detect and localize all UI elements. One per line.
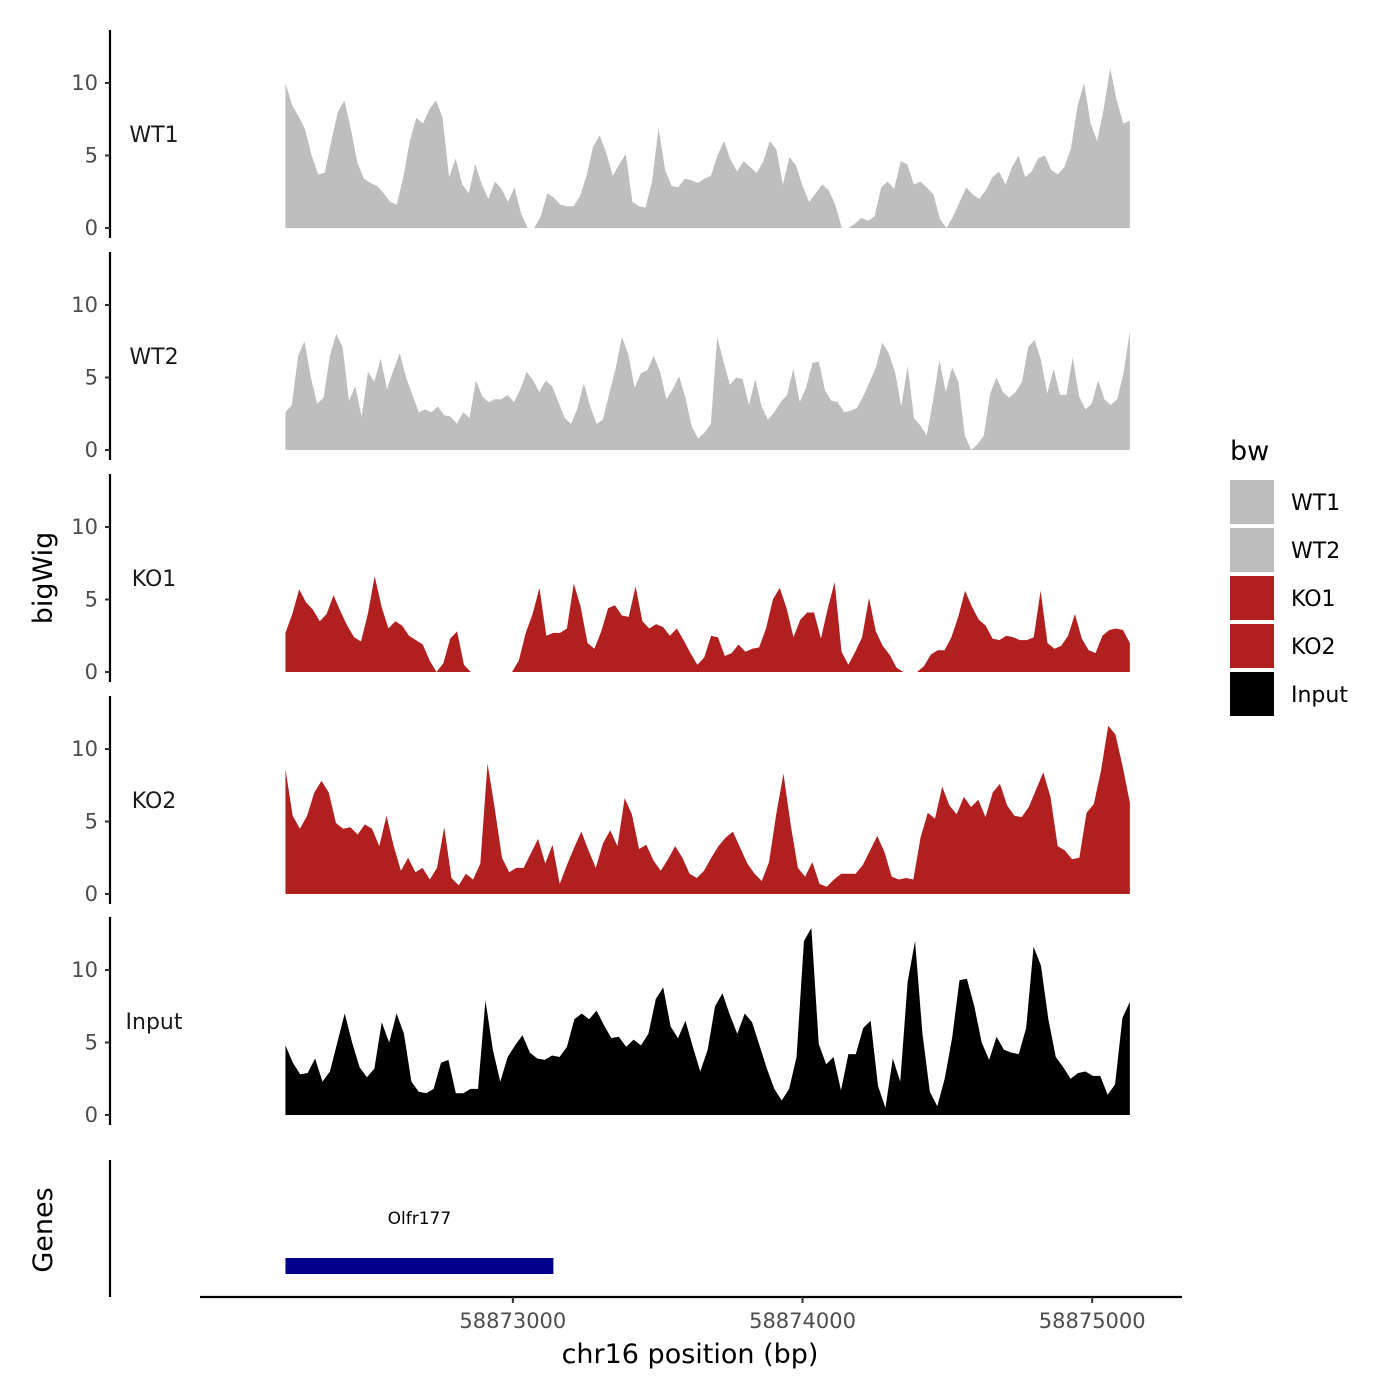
legend-label: KO1	[1291, 587, 1336, 612]
y-tick-label: 5	[85, 1031, 98, 1055]
legend-swatch	[1230, 480, 1274, 524]
y-tick-label: 0	[85, 660, 98, 684]
y-tick-label: 10	[71, 737, 98, 761]
y-tick-label: 5	[85, 366, 98, 390]
y-axis-title: bigWig	[28, 532, 59, 625]
legend-item-wt2: WT2	[1230, 528, 1340, 572]
legend-item-wt1: WT1	[1230, 480, 1340, 524]
y-tick-label: 10	[71, 958, 98, 982]
y-tick-label: 5	[85, 588, 98, 612]
track-label-ko2: KO2	[132, 789, 177, 814]
area-ko2	[285, 725, 1130, 894]
legend-item-input: Input	[1230, 672, 1348, 716]
track-label-ko1: KO1	[132, 567, 177, 592]
genes-track: Olfr177	[108, 1160, 554, 1297]
x-tick-label: 58875000	[1039, 1309, 1146, 1333]
gene-olfr177	[285, 1258, 554, 1274]
y-tick-label: 5	[85, 144, 98, 168]
area-wt1	[285, 68, 1130, 228]
y-tick-label: 5	[85, 810, 98, 834]
legend-label: WT1	[1291, 491, 1340, 516]
y-tick-label: 0	[85, 882, 98, 906]
area-wt2	[285, 331, 1130, 450]
legend-title: bw	[1230, 436, 1269, 467]
y-tick-label: 10	[71, 293, 98, 317]
legend: WT1 WT2 KO1 KO2 Input	[1230, 480, 1348, 716]
track-label-wt2: WT2	[129, 345, 178, 370]
x-axis: 58873000 58874000 58875000	[200, 1295, 1182, 1333]
tracks-group: 0 5 10 WT1 0 5 10 WT2 0 5 10 KO1 0 5 10 KO2 0 5 10 Input	[71, 30, 1130, 1127]
legend-label: KO2	[1291, 635, 1336, 660]
track-ko2: 0 5 10 KO2	[71, 696, 1130, 906]
y-tick-label: 0	[85, 216, 98, 240]
y-tick-label: 10	[71, 515, 98, 539]
x-tick-label: 58874000	[749, 1309, 856, 1333]
legend-swatch	[1230, 672, 1274, 716]
track-label-wt1: WT1	[129, 123, 178, 148]
y-tick-label: 10	[71, 71, 98, 95]
legend-swatch	[1230, 576, 1274, 620]
legend-label: WT2	[1291, 539, 1340, 564]
gene-label: Olfr177	[388, 1209, 452, 1229]
track-ko1: 0 5 10 KO1	[71, 474, 1130, 684]
legend-label: Input	[1291, 683, 1348, 708]
genes-axis-title: Genes	[28, 1187, 59, 1272]
legend-item-ko1: KO1	[1230, 576, 1336, 620]
track-input: 0 5 10 Input	[71, 917, 1130, 1127]
track-label-input: Input	[126, 1010, 183, 1035]
legend-swatch	[1230, 528, 1274, 572]
x-tick-label: 58873000	[459, 1309, 566, 1333]
x-axis-title: chr16 position (bp)	[562, 1339, 819, 1370]
track-wt1: 0 5 10 WT1	[71, 30, 1130, 240]
track-wt2: 0 5 10 WT2	[71, 252, 1130, 462]
area-ko1	[285, 576, 1130, 672]
y-tick-label: 0	[85, 438, 98, 462]
legend-item-ko2: KO2	[1230, 624, 1336, 668]
legend-swatch	[1230, 624, 1274, 668]
area-input	[285, 927, 1130, 1115]
y-tick-label: 0	[85, 1103, 98, 1127]
